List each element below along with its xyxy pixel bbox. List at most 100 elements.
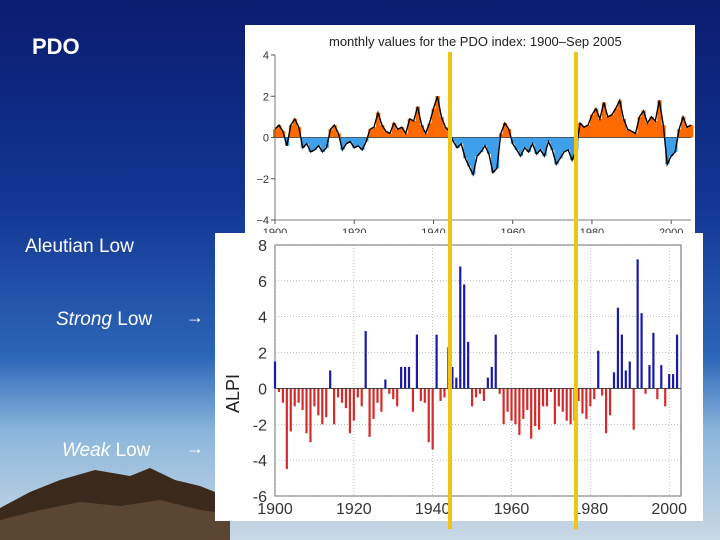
pdo-area-segment bbox=[542, 137, 547, 157]
pdo-area-segment bbox=[609, 114, 615, 138]
marker-line-1947 bbox=[448, 52, 452, 529]
alpi-x-tick-label: 2000 bbox=[651, 501, 687, 518]
pdo-area-segment bbox=[288, 125, 294, 138]
pdo-area-segment bbox=[379, 125, 385, 138]
alpi-bar bbox=[518, 388, 521, 436]
alpi-bar bbox=[593, 388, 596, 400]
pdo-area-segment bbox=[372, 127, 377, 138]
pdo-area-segment bbox=[530, 137, 535, 144]
pdo-area-segment bbox=[570, 137, 575, 161]
alpi-y-tick-label: -6 bbox=[253, 489, 267, 506]
pdo-y-tick-label: 4 bbox=[263, 50, 269, 62]
pdo-area-segment bbox=[605, 116, 611, 138]
pdo-area-segment bbox=[483, 137, 488, 146]
alpi-bar bbox=[675, 334, 679, 389]
pdo-area-segment bbox=[344, 137, 349, 144]
alpi-bar bbox=[478, 388, 482, 394]
pdo-area-segment bbox=[677, 129, 682, 138]
alpi-x-tick-label: 1920 bbox=[336, 501, 372, 518]
alpi-bar bbox=[281, 388, 284, 403]
alpi-bar bbox=[526, 388, 529, 410]
pdo-area-segment bbox=[312, 137, 317, 150]
alpi-x-tick-label: 1960 bbox=[494, 501, 530, 518]
alpi-bar bbox=[565, 388, 568, 421]
pdo-y-tick-label: −4 bbox=[256, 215, 269, 227]
pdo-area-segment bbox=[681, 116, 686, 138]
alpi-bar bbox=[336, 388, 340, 398]
alpi-chart: ALPI -6 -4 -2 0 2 4 6 8 1900 1920 1940 1960 1980 2000 bbox=[223, 238, 687, 518]
alpi-bar bbox=[431, 388, 434, 450]
alpi-bar bbox=[348, 388, 351, 434]
alpi-bar bbox=[285, 388, 288, 470]
pdo-area-segment bbox=[427, 123, 432, 138]
pdo-area-segment bbox=[276, 125, 282, 138]
pdo-chart: monthly values for the PDO index: 1900–S… bbox=[256, 34, 694, 239]
alpi-bar bbox=[427, 388, 430, 443]
alpi-bar bbox=[561, 388, 564, 412]
weak-word: Weak bbox=[62, 440, 111, 461]
alpi-y-tick-label: -2 bbox=[253, 417, 267, 434]
pdo-area-segment bbox=[407, 118, 413, 138]
pdo-chart-title: monthly values for the PDO index: 1900–S… bbox=[329, 34, 622, 49]
alpi-y-tick-label: 8 bbox=[258, 238, 267, 255]
alpi-bar bbox=[541, 388, 545, 407]
pdo-area-segment bbox=[411, 121, 417, 138]
pdo-area-segment bbox=[578, 123, 583, 138]
pdo-index-line bbox=[274, 96, 692, 177]
alpi-bar bbox=[309, 388, 312, 443]
alpi-bar bbox=[577, 388, 580, 401]
alpi-bar bbox=[344, 388, 348, 409]
pdo-area-segment bbox=[490, 137, 496, 173]
alpi-bar bbox=[502, 388, 505, 425]
alpi-bar bbox=[668, 374, 671, 389]
alpi-bar bbox=[569, 388, 572, 425]
alpi-bar bbox=[317, 388, 320, 416]
alpi-bar bbox=[514, 388, 517, 425]
alpi-x-tick-label: 1940 bbox=[415, 501, 451, 518]
pdo-area-segment bbox=[383, 131, 389, 138]
alpi-bar bbox=[352, 388, 355, 421]
pdo-area-segment bbox=[685, 127, 690, 138]
alpi-bar bbox=[451, 366, 454, 389]
alpi-bar bbox=[403, 366, 407, 389]
pdo-chart-panel: monthly values for the PDO index: 1900–S… bbox=[245, 25, 695, 240]
alpi-y-tick-label: 2 bbox=[258, 346, 267, 363]
alpi-y-tick-label: 0 bbox=[258, 381, 267, 398]
alpi-bar bbox=[640, 313, 643, 389]
pdo-area-segment bbox=[320, 137, 325, 152]
alpi-bar bbox=[376, 388, 379, 403]
pdo-area-segment bbox=[645, 123, 650, 138]
marker-line-1977 bbox=[574, 52, 578, 529]
alpi-bar bbox=[380, 388, 383, 412]
mountain-silhouette bbox=[0, 468, 230, 540]
pdo-area-segment bbox=[300, 137, 306, 148]
alpi-bar bbox=[498, 388, 501, 394]
alpi-bar bbox=[364, 331, 367, 389]
alpi-bar bbox=[293, 388, 296, 407]
pdo-area-segment bbox=[589, 114, 595, 138]
alpi-bar bbox=[459, 266, 462, 389]
pdo-area-segment bbox=[451, 137, 456, 142]
alpi-bar bbox=[644, 388, 647, 394]
pdo-area-segment bbox=[316, 137, 321, 146]
pdo-area-segment bbox=[586, 125, 591, 138]
pdo-area-segment bbox=[502, 123, 508, 138]
alpi-bar bbox=[636, 259, 639, 389]
alpi-bar bbox=[660, 365, 663, 389]
alpi-bar bbox=[537, 388, 541, 430]
pdo-area-segment bbox=[340, 137, 345, 150]
pdo-area-segment bbox=[415, 106, 421, 138]
pdo-area-segment bbox=[562, 137, 567, 152]
pdo-area-segment bbox=[546, 137, 551, 142]
strong-low-label: Strong Low bbox=[56, 309, 152, 331]
pdo-area-segment bbox=[601, 102, 607, 138]
pdo-area-segment bbox=[348, 137, 353, 142]
alpi-x-tick-label: 1980 bbox=[573, 501, 609, 518]
alpi-x-tick-label: 1900 bbox=[257, 501, 293, 518]
alpi-y-tick-label: 4 bbox=[258, 310, 267, 327]
alpi-bar bbox=[467, 341, 470, 389]
alpi-bar bbox=[589, 388, 592, 407]
alpi-bar bbox=[455, 377, 458, 389]
alpi-bar bbox=[585, 388, 588, 419]
alpi-plot-frame bbox=[274, 244, 682, 497]
